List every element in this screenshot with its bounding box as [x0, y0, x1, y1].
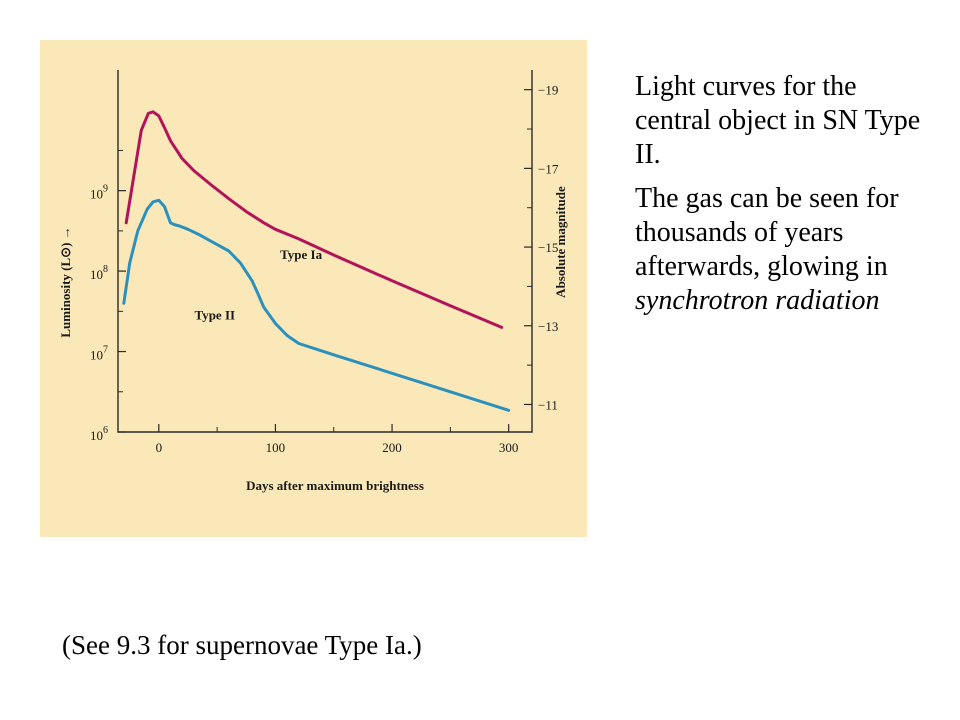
y-tick-exponent: 9	[103, 184, 108, 195]
series-line-type-ii	[122, 198, 511, 412]
footnote: (See 9.3 for supernovae Type Ia.)	[62, 630, 422, 660]
y-tick-exponent: 8	[103, 264, 108, 275]
caption-paragraph-2-text: The gas can be seen for thousands of yea…	[635, 183, 899, 282]
caption: Light curves for the central object in S…	[635, 70, 925, 328]
plot-frame	[117, 70, 533, 433]
y2-tick-label: −19	[538, 83, 558, 98]
series-line-type-ia	[124, 110, 504, 329]
series-label: Type II	[195, 307, 236, 322]
x-axis-title: Days after maximum brightness	[246, 478, 424, 493]
y-tick-exponent: 7	[103, 345, 108, 356]
series-label: Type Ia	[280, 247, 323, 262]
chart-background	[40, 40, 587, 537]
x-tick-label: 0	[156, 440, 163, 455]
y-tick-exponent: 6	[103, 425, 108, 436]
y2-tick-label: −11	[538, 397, 558, 412]
caption-paragraph-2: The gas can be seen for thousands of yea…	[635, 182, 925, 318]
x-tick-label: 200	[382, 440, 402, 455]
caption-paragraph-1: Light curves for the central object in S…	[635, 71, 921, 170]
caption-italic-term: synchrotron radiation	[635, 285, 880, 316]
x-tick-label: 300	[499, 440, 518, 455]
y2-axis-title: Absolute magnitude	[553, 186, 568, 298]
y2-tick-label: −13	[538, 319, 558, 334]
chart-figure: 106 107 108 109 0 100 200 300 −11 −13 −15 −17 −19 Day…	[40, 40, 587, 537]
y2-tick-label: −17	[538, 161, 559, 176]
y2-tick-label: −15	[538, 240, 558, 255]
y-axis-title: Luminosity (L⊙) →	[58, 226, 73, 337]
x-tick-label: 100	[266, 440, 286, 455]
